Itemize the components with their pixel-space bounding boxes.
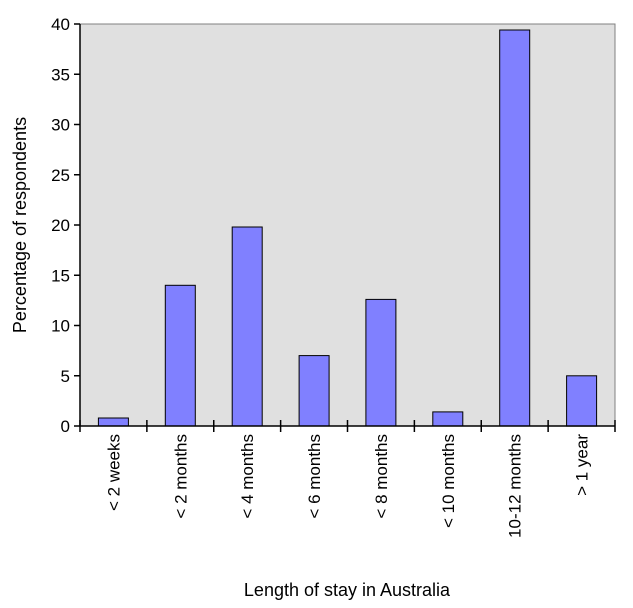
x-tick-label: < 8 months [372, 434, 391, 519]
x-tick-label: 10-12 months [506, 434, 525, 538]
bar [499, 29, 531, 427]
x-ticks-group: < 2 weeks < 2 months < 4 months < 6 months <… [79, 420, 616, 538]
bar [566, 375, 598, 427]
y-axis-title: Percentage of respondents [10, 117, 30, 333]
bars-group [97, 29, 598, 427]
x-tick-label: < 4 months [238, 434, 257, 519]
y-tick-label: 20 [51, 216, 70, 235]
bar [432, 411, 464, 427]
x-axis-title: Length of stay in Australia [244, 580, 451, 600]
y-tick-label: 40 [51, 15, 70, 34]
y-ticks-group: 0 5 10 15 20 25 30 35 40 [51, 15, 80, 436]
bar [164, 284, 196, 427]
x-tick-label: > 1 year [573, 434, 592, 496]
x-tick-label: < 2 months [171, 434, 190, 519]
bar [298, 355, 330, 427]
x-tick-label: < 2 weeks [104, 434, 123, 511]
bar [97, 417, 129, 427]
x-tick-label: < 6 months [305, 434, 324, 519]
bar [231, 226, 263, 427]
y-tick-label: 5 [61, 367, 70, 386]
y-tick-label: 15 [51, 266, 70, 285]
bar [365, 298, 397, 427]
y-tick-label: 0 [61, 417, 70, 436]
y-tick-label: 30 [51, 116, 70, 135]
x-tick-label: < 10 months [439, 434, 458, 528]
plot-area [79, 23, 616, 427]
y-tick-label: 10 [51, 317, 70, 336]
y-tick-label: 35 [51, 65, 70, 84]
y-tick-label: 25 [51, 166, 70, 185]
